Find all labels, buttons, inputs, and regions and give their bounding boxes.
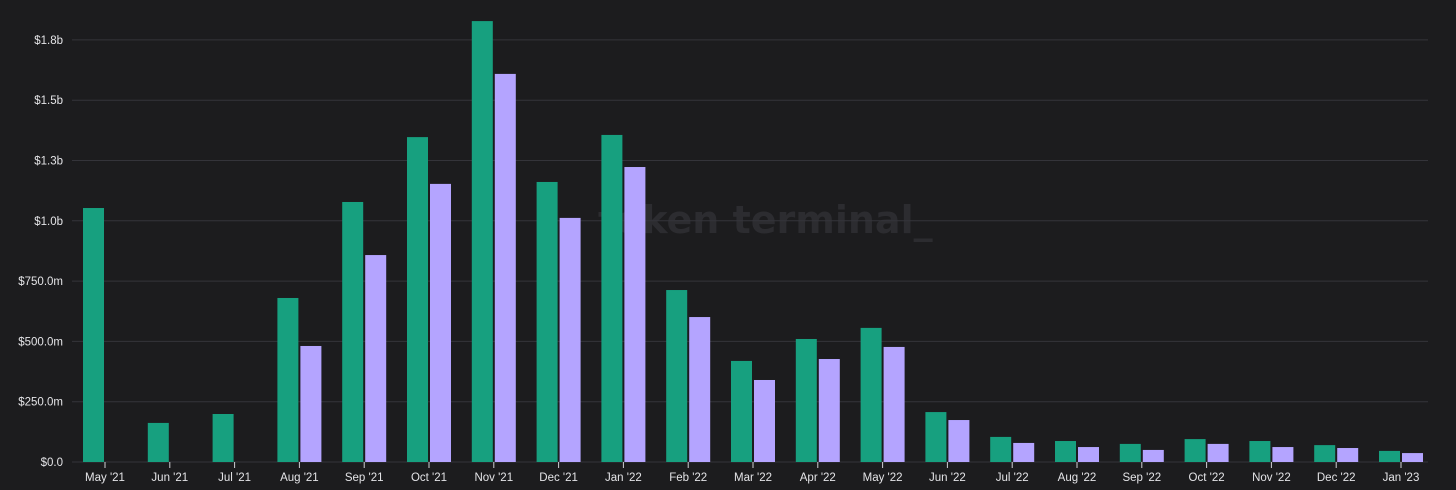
x-tick-label: Jun '21 <box>151 472 188 484</box>
bar-series-1[interactable] <box>990 436 1012 462</box>
bar-series-1[interactable] <box>407 137 428 462</box>
bar-series-1[interactable] <box>277 297 299 462</box>
y-tick-label: $1.3b <box>34 156 63 168</box>
bar-series-1[interactable] <box>860 327 882 462</box>
bar-series-2[interactable] <box>1272 447 1294 462</box>
bar-series-2[interactable] <box>300 345 322 462</box>
bar-series-2[interactable] <box>365 255 387 462</box>
y-tick-label: $0.0 <box>41 457 63 469</box>
y-axis: $0.0 $250.0m $500.0m $750.0m $1.0b $1.3b $1.5b… <box>18 35 63 469</box>
x-tick-label: Mar '22 <box>734 472 772 484</box>
bar-series-1[interactable] <box>1379 450 1400 462</box>
bar-series-1[interactable] <box>212 414 234 462</box>
y-tick-label: $1.0b <box>34 216 63 228</box>
bar-series-1[interactable] <box>147 422 169 462</box>
bar-series-2[interactable] <box>1337 448 1359 462</box>
bar-series-2[interactable] <box>883 346 905 462</box>
y-tick-label: $500.0m <box>18 336 63 348</box>
x-tick-label: Jun '22 <box>929 472 966 484</box>
bar-series-2[interactable] <box>1207 443 1229 462</box>
bar-series-2[interactable] <box>1402 453 1423 462</box>
bar-series-1[interactable] <box>471 21 493 463</box>
bar-series-1[interactable] <box>731 360 752 462</box>
bar-series-2[interactable] <box>1142 449 1164 462</box>
bar-series-1[interactable] <box>83 208 104 462</box>
x-tick-label: Nov '22 <box>1252 472 1291 484</box>
x-tick-label: Jul '21 <box>218 472 251 484</box>
y-tick-label: $750.0m <box>18 276 63 288</box>
bar-series-1[interactable] <box>1184 439 1206 462</box>
bar-series-2[interactable] <box>754 379 775 462</box>
x-tick-label: Aug '21 <box>280 472 319 484</box>
y-tick-label: $250.0m <box>18 397 63 409</box>
bar-series-2[interactable] <box>494 73 516 462</box>
x-tick-label: Jul '22 <box>996 472 1029 484</box>
y-tick-label: $1.5b <box>34 95 63 107</box>
bar-series-1[interactable] <box>1249 441 1271 462</box>
x-axis: May '21 Jun '21 Jul '21 Aug '21 Sep '21 Oct '… <box>85 462 1419 484</box>
bar-series-2[interactable] <box>1078 447 1099 462</box>
bar-series-2[interactable] <box>624 167 646 463</box>
bar-series-1[interactable] <box>1314 445 1336 462</box>
x-tick-label: Sep '22 <box>1122 472 1161 484</box>
bar-series-1[interactable] <box>795 338 817 462</box>
bar-series-1[interactable] <box>1055 441 1076 462</box>
x-tick-label: Aug '22 <box>1058 472 1097 484</box>
bar-series-2[interactable] <box>559 217 581 462</box>
bar-series-2[interactable] <box>818 359 840 462</box>
x-tick-label: Dec '22 <box>1317 472 1356 484</box>
x-tick-label: Apr '22 <box>800 472 836 484</box>
bars <box>83 21 1423 463</box>
bar-series-2[interactable] <box>948 420 970 462</box>
bar-series-1[interactable] <box>601 134 623 462</box>
bar-series-1[interactable] <box>666 290 688 462</box>
bar-series-2[interactable] <box>430 183 451 462</box>
bar-series-1[interactable] <box>342 201 364 463</box>
x-tick-label: Jan '23 <box>1383 472 1420 484</box>
y-tick-label: $1.8b <box>34 35 63 47</box>
x-tick-label: Oct '22 <box>1189 472 1225 484</box>
x-tick-label: Oct '21 <box>411 472 447 484</box>
x-tick-label: Feb '22 <box>669 472 707 484</box>
bar-series-1[interactable] <box>536 181 558 462</box>
x-tick-label: Dec '21 <box>539 472 578 484</box>
bar-series-1[interactable] <box>925 412 947 462</box>
bar-series-1[interactable] <box>1119 443 1141 462</box>
x-tick-label: May '21 <box>85 472 125 484</box>
watermark: token terminal_ <box>598 198 933 242</box>
x-tick-label: Jan '22 <box>605 472 642 484</box>
bar-series-2[interactable] <box>1013 442 1035 462</box>
x-tick-label: Nov '21 <box>474 472 513 484</box>
bar-series-2[interactable] <box>689 317 711 462</box>
x-tick-label: Sep '21 <box>345 472 384 484</box>
x-tick-label: May '22 <box>863 472 903 484</box>
